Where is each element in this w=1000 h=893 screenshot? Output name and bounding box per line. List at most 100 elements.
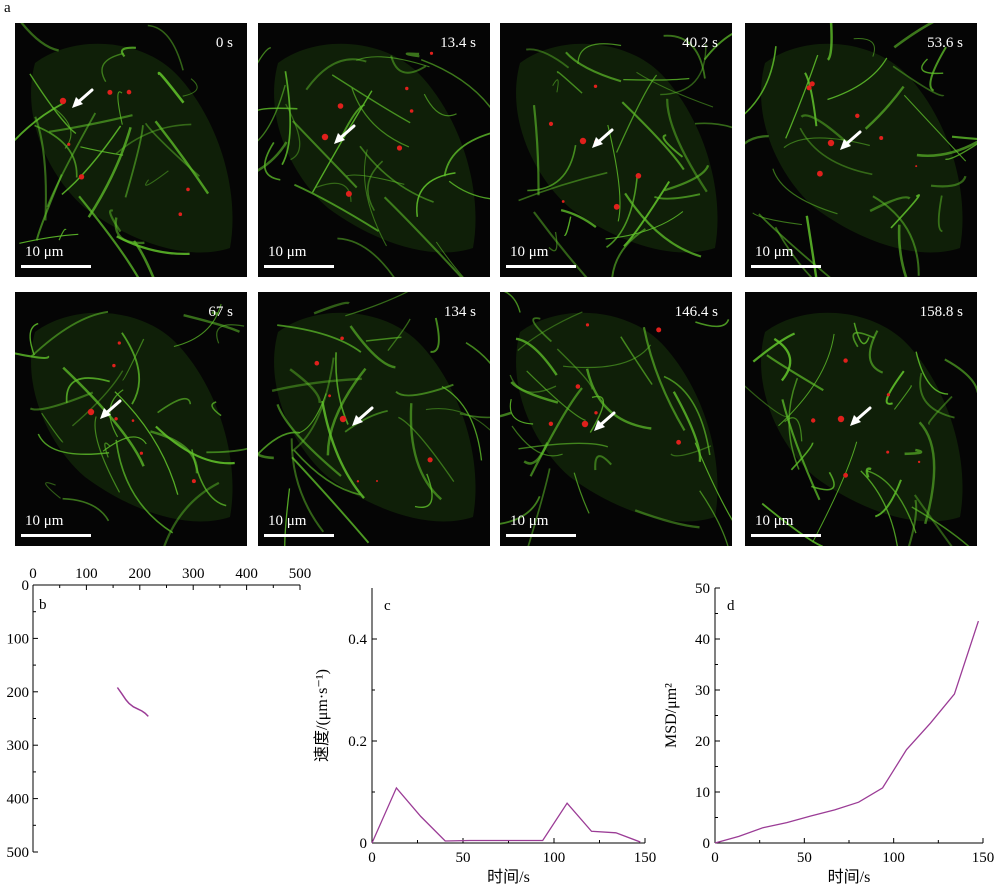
microtubule — [211, 401, 222, 417]
microtubule — [435, 241, 464, 277]
microtubule — [532, 317, 553, 343]
microtubule — [326, 367, 367, 456]
particle — [656, 327, 662, 333]
microtubule — [944, 358, 977, 393]
x-tick-label: 0 — [711, 850, 719, 866]
tracked-particle — [581, 420, 589, 428]
microtubule — [518, 442, 609, 450]
scale-bar-label: 10 μm — [25, 513, 64, 529]
x-axis-label: 时间/s — [487, 868, 530, 886]
particle — [126, 89, 132, 95]
white-arrow-icon — [594, 411, 616, 431]
microtubule — [563, 216, 572, 236]
microtubule — [510, 381, 559, 404]
microtubule — [634, 509, 700, 529]
microtubule — [459, 412, 490, 419]
microtubule — [556, 348, 593, 390]
microtubule — [258, 453, 274, 460]
microtubule — [157, 71, 185, 104]
microtubule — [441, 386, 483, 461]
microscopy-frame: 13.4 s 10 μm — [258, 23, 490, 277]
scale-bar-label: 10 μm — [755, 244, 794, 260]
microtubule — [157, 397, 192, 414]
microtubule — [367, 160, 384, 212]
particle — [376, 480, 378, 482]
microtubule — [548, 231, 558, 252]
y-tick-label: 40 — [695, 632, 710, 648]
microtubule — [642, 326, 686, 431]
microtubule — [45, 482, 61, 499]
particle — [131, 419, 135, 422]
microtubule — [885, 370, 905, 405]
microtubule — [811, 471, 835, 491]
microtubule — [132, 240, 155, 277]
microtubule — [102, 436, 147, 452]
microscopy-frame: 0 s 10 μm — [15, 23, 247, 277]
microtubule — [41, 412, 64, 443]
microtubule — [271, 377, 362, 392]
microtubule — [20, 23, 59, 52]
microtubule — [58, 228, 67, 241]
microtubule — [893, 385, 912, 410]
microtubule — [285, 103, 301, 161]
trajectory-line — [116, 687, 149, 717]
microtubule — [124, 125, 144, 198]
cell-image — [15, 23, 233, 277]
microtubule — [337, 237, 395, 277]
microtubule — [872, 195, 920, 276]
microtubule — [915, 351, 949, 395]
microtubule — [150, 430, 199, 474]
tracked-particle — [339, 415, 347, 423]
microscopy-frame: 158.8 s 10 μm — [745, 292, 977, 546]
microtubule — [34, 124, 78, 178]
panel-label: c — [384, 598, 391, 614]
microtubule — [163, 481, 220, 546]
scale-bar-label: 10 μm — [25, 244, 64, 260]
microtubule — [864, 85, 905, 130]
microtubule — [916, 140, 977, 158]
microtubule — [37, 433, 110, 456]
microtubule — [292, 120, 358, 189]
microtubule — [117, 91, 123, 125]
microtubule — [672, 391, 702, 462]
particle — [178, 212, 183, 216]
microtubule — [611, 228, 646, 277]
microtubule — [35, 174, 63, 241]
microtubule — [663, 34, 706, 79]
microtubule — [585, 368, 652, 430]
microtubule — [928, 395, 953, 425]
microtubule — [761, 502, 823, 546]
y-tick-label: 500 — [7, 845, 30, 861]
microtubule — [527, 144, 577, 192]
microtubule — [115, 439, 174, 534]
microtubule — [866, 470, 917, 534]
white-arrow-icon — [840, 130, 862, 150]
microtubule — [120, 46, 136, 58]
particle — [575, 384, 581, 389]
white-arrow-icon — [352, 406, 374, 426]
microtubule — [606, 173, 639, 248]
particle — [405, 86, 409, 91]
microtubule — [500, 495, 541, 525]
microscopy-frame: 134 s 10 μm — [258, 292, 490, 546]
microtubule — [897, 224, 908, 277]
particle — [917, 460, 921, 464]
particle — [186, 187, 190, 192]
microtubule — [62, 497, 110, 522]
y-tick-label: 0.2 — [348, 734, 367, 750]
microtubule — [276, 404, 342, 477]
cell-image — [15, 303, 247, 546]
particle — [561, 200, 565, 203]
time-label: 158.8 s — [919, 304, 963, 320]
microtubule — [15, 102, 63, 142]
microtubule — [621, 101, 685, 171]
cell-image — [745, 23, 977, 277]
x-tick-label: 300 — [182, 566, 205, 582]
x-tick-label: 150 — [972, 850, 995, 866]
microtubule — [868, 330, 884, 374]
microtubule — [509, 398, 534, 425]
microtubule — [173, 303, 222, 348]
x-tick-label: 0 — [29, 566, 37, 582]
x-tick-label: 150 — [634, 850, 657, 866]
microtubule — [182, 78, 198, 97]
